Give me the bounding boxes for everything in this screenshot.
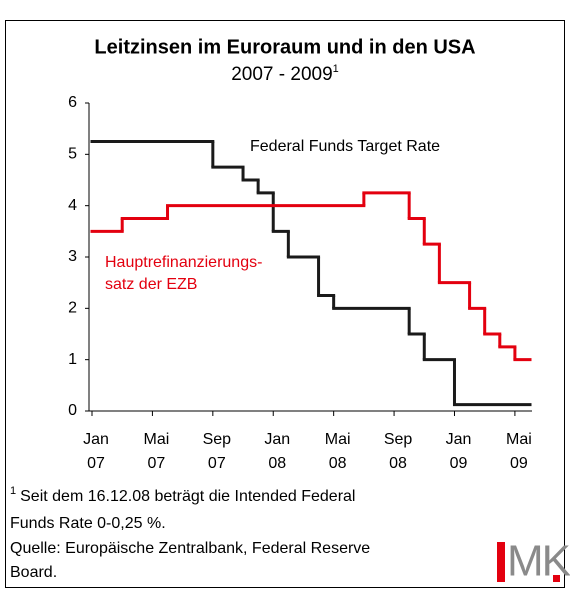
x-tick-label: 09 (450, 455, 468, 472)
x-tick-label: Jan (83, 431, 109, 448)
subtitle-text: 2007 - 2009 (231, 64, 332, 85)
y-tick-label: 1 (68, 351, 77, 368)
x-tick-label: 08 (329, 455, 347, 472)
logo-bar (497, 542, 505, 582)
y-tick-label: 3 (68, 248, 77, 265)
x-tick-label: 08 (389, 455, 407, 472)
x-tick-label: 08 (268, 455, 286, 472)
series-label: satz der EZB (105, 276, 197, 293)
source-line: Board. (10, 564, 57, 581)
x-tick-label: Sep (384, 431, 413, 448)
chart-subtitle: 2007 - 20091 (231, 63, 339, 85)
x-tick-label: Jan (446, 431, 472, 448)
x-tick-label: 07 (148, 455, 166, 472)
y-tick-label: 2 (68, 300, 77, 317)
x-tick-label: Sep (203, 431, 232, 448)
y-tick-label: 6 (68, 94, 77, 111)
subtitle-note: 1 (333, 63, 339, 75)
source-line: Quelle: Europäische Zentralbank, Federal… (10, 540, 370, 557)
series-label: Hauptrefinanzierungs- (105, 254, 262, 271)
x-tick-label: Jan (264, 431, 290, 448)
x-tick-label: Mai (325, 431, 351, 448)
y-tick-label: 0 (68, 402, 77, 419)
frame (5, 20, 565, 588)
footnote-marker: 1 (10, 485, 16, 497)
x-tick-label: 09 (510, 455, 528, 472)
logo-text: MK (507, 537, 570, 586)
chart-title: Leitzinsen im Euroraum und in den USA (94, 36, 475, 58)
x-tick-label: Mai (506, 431, 532, 448)
x-tick-label: 07 (87, 455, 105, 472)
x-tick-label: 07 (208, 455, 226, 472)
y-tick-label: 5 (68, 146, 77, 163)
footnote-line: Funds Rate 0-0,25 %. (10, 515, 166, 532)
x-tick-label: Mai (144, 431, 170, 448)
footnote: 1 Seit dem 16.12.08 beträgt die Intended … (10, 485, 355, 505)
y-tick-label: 4 (68, 197, 77, 214)
footnote-line: Seit dem 16.12.08 beträgt die Intended F… (20, 488, 355, 505)
logo-dot (553, 575, 560, 582)
series-label: Federal Funds Target Rate (250, 138, 440, 155)
